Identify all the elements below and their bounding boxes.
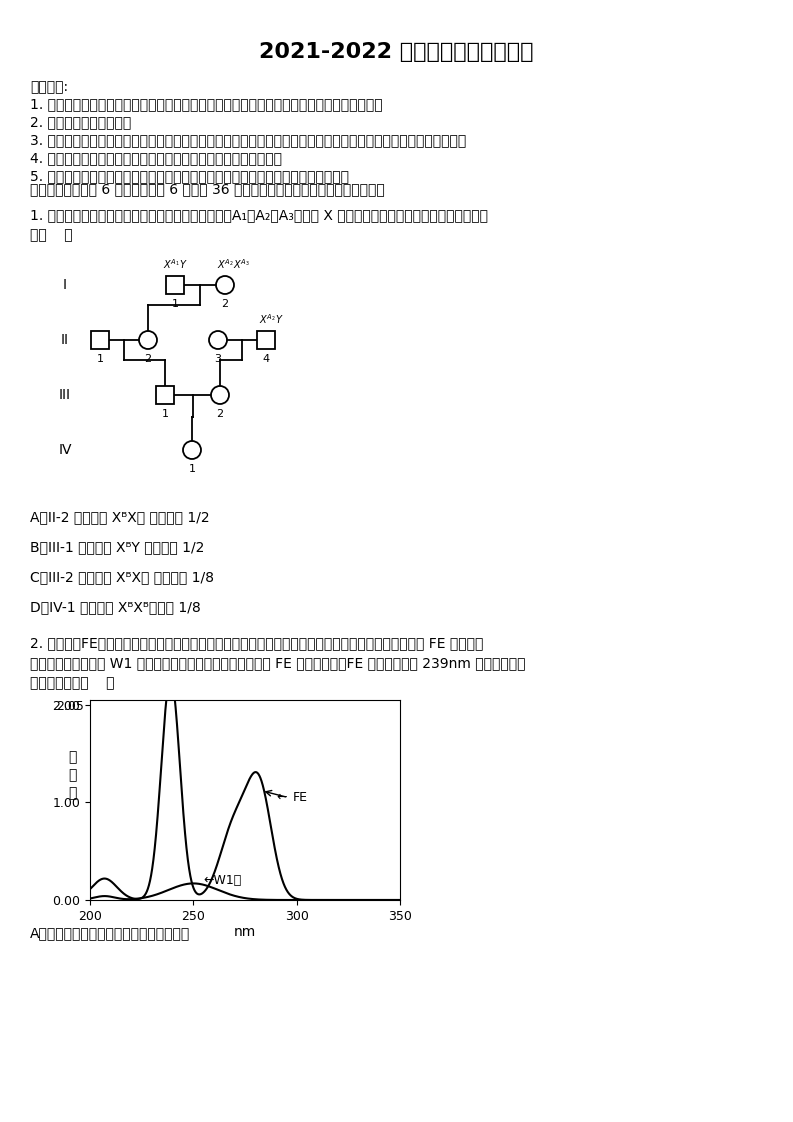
- Text: IV: IV: [58, 443, 71, 457]
- Circle shape: [211, 386, 229, 404]
- Text: 1: 1: [171, 298, 178, 309]
- Text: A．应从大量使用除草剂的土壤中获取菌株: A．应从大量使用除草剂的土壤中获取菌株: [30, 926, 190, 940]
- Text: $X^{A_2}Y$: $X^{A_2}Y$: [259, 312, 283, 327]
- Text: 5. 保持卡面清洁，不要折暴、不要弄破、弄皱，不准使用涂改液、修正带、刮纸刀。: 5. 保持卡面清洁，不要折暴、不要弄破、弄皱，不准使用涂改液、修正带、刮纸刀。: [30, 169, 349, 183]
- Text: B．III-1 基因型为 XᴮY 的概率是 1/2: B．III-1 基因型为 XᴮY 的概率是 1/2: [30, 540, 205, 554]
- Text: 4. 作图可先使用铅笔画出，确定后必须用黑色字迹的签字笔描黑。: 4. 作图可先使用铅笔画出，确定后必须用黑色字迹的签字笔描黑。: [30, 151, 282, 165]
- Text: 值: 值: [68, 787, 76, 800]
- Text: FE: FE: [293, 791, 308, 804]
- Text: 2. 禾草灵（FE）是一种现代农业常用除草剂，大量使用后造成的环境污染日益严重，为获得能高效降解 FE 的菌株，: 2. 禾草灵（FE）是一种现代农业常用除草剂，大量使用后造成的环境污染日益严重，…: [30, 636, 484, 650]
- Text: 1: 1: [162, 410, 168, 419]
- Text: 1. 某家系的遗传系谱图及部分个体基因型如图所示，A₁、A₂、A₃是位于 X 染色体上的等位基因。下列推断不正确的: 1. 某家系的遗传系谱图及部分个体基因型如图所示，A₁、A₂、A₃是位于 X 染…: [30, 208, 488, 222]
- Text: 2021-2022 学年高考生物模拟试卷: 2021-2022 学年高考生物模拟试卷: [259, 42, 533, 62]
- Circle shape: [183, 441, 201, 459]
- Text: 2: 2: [144, 355, 151, 364]
- Text: 4: 4: [262, 355, 270, 364]
- Text: 注意事项:: 注意事项:: [30, 80, 68, 94]
- Text: 1: 1: [189, 465, 196, 473]
- Text: 2: 2: [221, 298, 228, 309]
- Text: ←: ←: [276, 791, 286, 804]
- Text: 法不正确的是（    ）: 法不正确的是（ ）: [30, 675, 114, 690]
- Bar: [166, 276, 184, 294]
- Text: 3: 3: [214, 355, 221, 364]
- Text: 科学家通过实验获得 W1 菌株并利用紫外分光光度计检测其对 FE 的降解效果（FE 特征吸收峰在 239nm 处），以下说: 科学家通过实验获得 W1 菌株并利用紫外分光光度计检测其对 FE 的降解效果（F…: [30, 656, 526, 670]
- Text: A．II-2 基因型为 XᴮXᴯ 的概率是 1/2: A．II-2 基因型为 XᴮXᴯ 的概率是 1/2: [30, 511, 209, 524]
- Text: 2: 2: [216, 410, 224, 419]
- Text: II: II: [61, 333, 69, 347]
- Text: ←W1组: ←W1组: [204, 874, 242, 888]
- Bar: [257, 331, 275, 349]
- Text: $X^{A_2}X^{A_3}$: $X^{A_2}X^{A_3}$: [216, 257, 249, 272]
- Circle shape: [209, 331, 227, 349]
- X-axis label: nm: nm: [234, 926, 256, 939]
- Text: 吸: 吸: [68, 749, 76, 764]
- Text: $X^{A_1}Y$: $X^{A_1}Y$: [163, 257, 187, 272]
- Text: 一、选择题：（共 6 小题，每小题 6 分，共 36 分。每小题只有一个选项符合题目要求）: 一、选择题：（共 6 小题，每小题 6 分，共 36 分。每小题只有一个选项符合…: [30, 182, 385, 196]
- Text: C．III-2 基因型为 XᴮXᴯ 的概率是 1/8: C．III-2 基因型为 XᴮXᴯ 的概率是 1/8: [30, 570, 214, 583]
- Text: 1: 1: [97, 355, 104, 364]
- Text: 2.05: 2.05: [56, 700, 84, 712]
- Text: 是（    ）: 是（ ）: [30, 228, 73, 242]
- Circle shape: [216, 276, 234, 294]
- Text: I: I: [63, 278, 67, 292]
- Text: 2. 答题时请按要求用笔。: 2. 答题时请按要求用笔。: [30, 114, 132, 129]
- Circle shape: [139, 331, 157, 349]
- Text: 1. 答题前，考生先将自己的姓名、准考证号码填写清楚，将条形码准确粘贴在条形码区域内。: 1. 答题前，考生先将自己的姓名、准考证号码填写清楚，将条形码准确粘贴在条形码区…: [30, 96, 383, 111]
- Text: D．IV-1 基因型为 XᴮXᴮ概率是 1/8: D．IV-1 基因型为 XᴮXᴮ概率是 1/8: [30, 600, 201, 614]
- Text: 3. 请按照题号顺序在答题卡各题目的答题区域内作答，超出答题区域书写的答案无效；在草稿纸、试卷上答题无效。: 3. 请按照题号顺序在答题卡各题目的答题区域内作答，超出答题区域书写的答案无效；…: [30, 134, 466, 147]
- Bar: [91, 331, 109, 349]
- Bar: [156, 386, 174, 404]
- Text: III: III: [59, 388, 71, 402]
- Text: 收: 收: [68, 767, 76, 782]
